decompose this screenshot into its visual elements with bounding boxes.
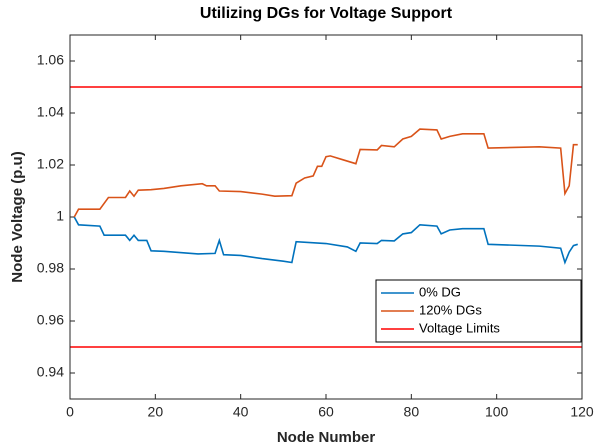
y-tick-label: 1	[56, 208, 64, 224]
x-tick-label: 20	[148, 404, 164, 420]
legend-label: 120% DGs	[419, 302, 482, 317]
y-tick-label: 1.04	[37, 104, 64, 120]
y-tick-label: 0.96	[37, 312, 64, 328]
x-tick-label: 40	[233, 404, 249, 420]
series-line	[73, 128, 578, 218]
legend-label: Voltage Limits	[419, 320, 500, 335]
series-line	[73, 216, 578, 265]
x-tick-label: 60	[318, 404, 334, 420]
y-tick-label: 0.94	[37, 364, 64, 380]
y-tick-label: 0.98	[37, 260, 64, 276]
x-tick-label: 80	[404, 404, 420, 420]
x-tick-label: 0	[66, 404, 74, 420]
x-axis-label: Node Number	[277, 429, 376, 446]
y-tick-label: 1.02	[37, 156, 64, 172]
y-axis-label: Node Voltage (p.u)	[9, 151, 26, 282]
axes-box	[69, 34, 583, 400]
x-tick-label: 100	[485, 404, 509, 420]
legend-label: 0% DG	[419, 284, 461, 299]
chart-title: Utilizing DGs for Voltage Support	[200, 5, 453, 22]
y-tick-label: 1.06	[37, 52, 64, 68]
x-tick-label: 120	[570, 404, 594, 420]
